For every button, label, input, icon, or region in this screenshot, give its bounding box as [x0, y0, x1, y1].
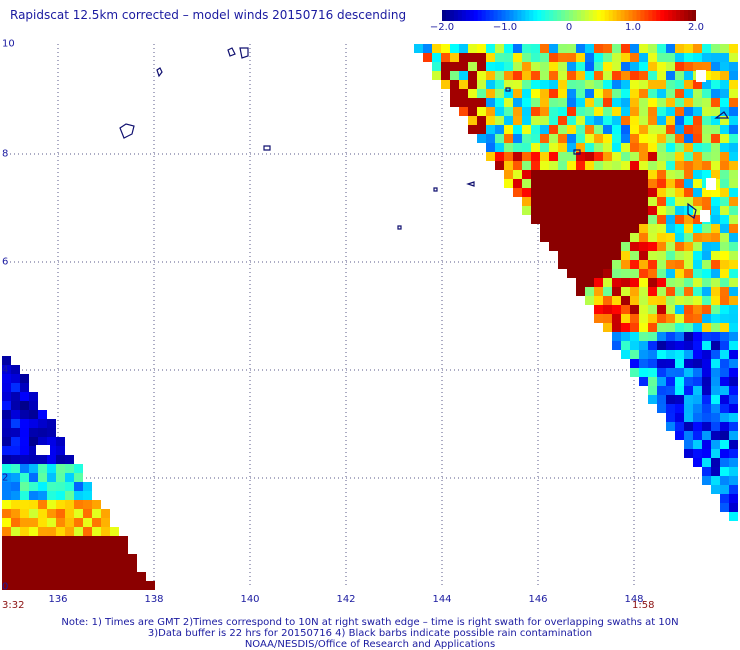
colorbar-tick-min: −2.0 — [429, 22, 455, 33]
colorbar-tick-zero: 0 — [565, 22, 573, 33]
lon-label-136: 136 — [48, 594, 68, 605]
note-line-1: Note: 1) Times are GMT 2)Times correspon… — [61, 617, 679, 628]
lat-label-6: 6 — [2, 256, 9, 268]
lat-label-8: 8 — [2, 148, 9, 160]
swath-time-left: 3:32 — [2, 600, 25, 611]
note-line-2: 3)Data buffer is 22 hrs for 20150716 4) … — [147, 628, 593, 639]
lon-label-138: 138 — [144, 594, 164, 605]
lat-label-4: 4 — [2, 364, 9, 376]
colorbar-tick-neg1: −1.0 — [492, 22, 518, 33]
lon-label-148: 148 — [624, 594, 644, 605]
lon-label-146: 146 — [528, 594, 548, 605]
lon-label-140: 140 — [240, 594, 260, 605]
lon-label-142: 142 — [336, 594, 356, 605]
colorbar-tick-pos1: 1.0 — [625, 22, 641, 33]
lat-label-10: 10 — [2, 38, 15, 50]
swath-time-right: 1:58 — [632, 600, 655, 611]
lat-label-0: 0 — [2, 581, 9, 593]
lat-label-2: 2 — [2, 472, 9, 484]
note-line-3: NOAA/NESDIS/Office of Research and Appli… — [244, 639, 496, 650]
lon-label-144: 144 — [432, 594, 452, 605]
colorbar-tick-max: 2.0 — [688, 22, 704, 33]
colorbar — [442, 10, 696, 21]
map-title: Rapidscat 12.5km corrected – model winds… — [10, 8, 407, 22]
